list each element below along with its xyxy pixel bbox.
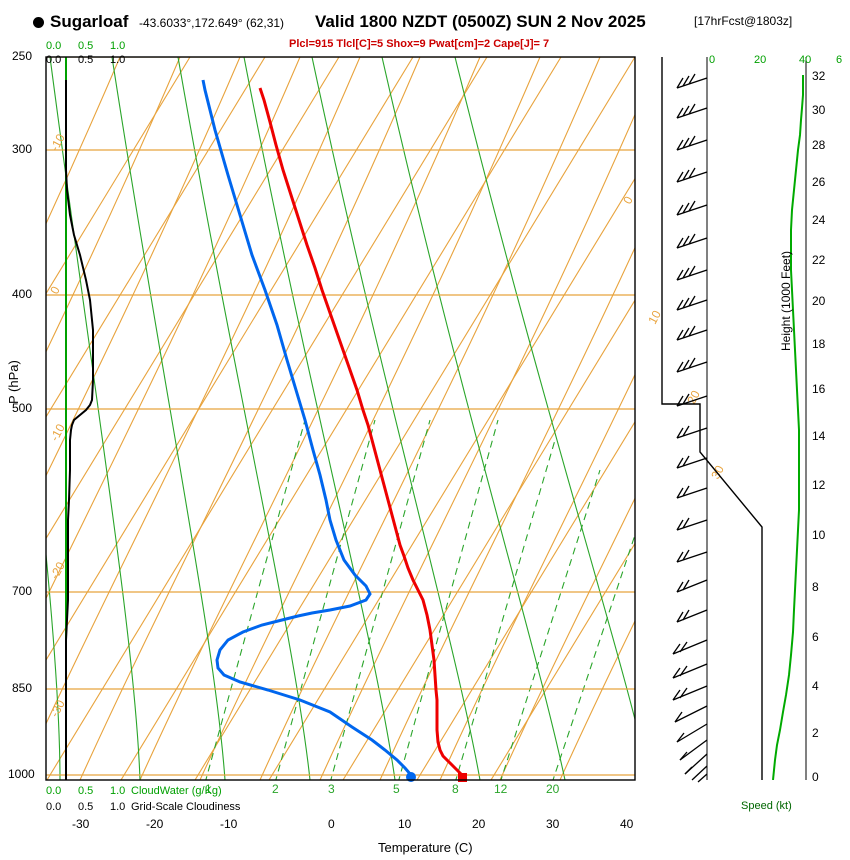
cw-bottom-tick-0: 0.0 [46,785,62,797]
gsc-bottom-tick-0: 0.0 [46,801,62,813]
htick-14: 14 [812,429,826,443]
svg-text:5: 5 [393,782,400,796]
htick-12: 12 [812,478,826,492]
cw-bottom-tick-2: 1.0 [110,785,126,797]
xtick-30: 30 [546,817,560,831]
forecast-hour-text: [17hrFcst@1803z] [694,14,793,28]
htick-8: 8 [812,580,819,594]
cloudiness-profile [65,80,94,780]
htick-4: 4 [812,679,819,693]
htick-0: 0 [812,770,819,784]
ptick-400: 400 [12,287,33,301]
xtick--20: -20 [146,817,164,831]
gsc-bottom-tick-1: 0.5 [78,801,94,813]
svg-text:1: 1 [205,782,212,796]
ptick-700: 700 [12,584,33,598]
wind-speed-profile [772,75,804,780]
ptick-300: 300 [12,142,33,156]
xtick-0: 0 [328,817,335,831]
htick-2: 2 [812,726,819,740]
cw-bottom-tick-1: 0.5 [78,785,94,797]
htick-30: 30 [812,103,826,117]
station-marker-dot [33,17,44,28]
htick-16: 16 [812,382,826,396]
htick-28: 28 [812,138,826,152]
wind-top-tick-20: 20 [754,54,767,66]
svg-text:10: 10 [645,308,664,327]
htick-24: 24 [812,213,826,227]
xtick-20: 20 [472,817,486,831]
ptick-250: 250 [12,49,33,63]
station-name: Sugarloaf [50,12,129,31]
wind-top-tick-40: 40 [799,54,812,66]
htick-22: 22 [812,253,826,267]
speed-legend-label: Speed (kt) [741,800,792,812]
svg-text:8: 8 [452,782,459,796]
mixing-ratio-labels: 1 2 3 5 8 12 20 [205,782,560,796]
wind-top-tick-6: 6 [836,54,843,66]
xtick--10: -10 [220,817,238,831]
htick-26: 26 [812,175,826,189]
htick-10: 10 [812,528,826,542]
wind-top-tick-0: 0 [709,54,716,66]
valid-time-text: Valid 1800 NZDT (0500Z) SUN 2 Nov 2025 [315,12,646,31]
svg-text:2: 2 [272,782,279,796]
gsc-bottom-tick-2: 1.0 [110,801,126,813]
xtick-40: 40 [620,817,634,831]
height-axis-label: Height (1000 Feet) [779,250,793,351]
cw-top-tick-1: 0.5 [78,40,94,52]
dewpoint-trace [201,79,413,776]
gsc-top-tick-2: 1.0 [110,54,126,66]
skewt-background-lines [46,57,635,780]
cloudwater-legend-label: CloudWater (g/Kg) [131,785,222,797]
htick-20: 20 [812,294,826,308]
gridscale-cloudiness-legend-label: Grid-Scale Cloudiness [131,801,241,813]
xtick-10: 10 [398,817,412,831]
svg-text:3: 3 [328,782,335,796]
cw-top-tick-0: 0.0 [46,40,62,52]
station-coordinates: -43.6033°,172.649° (62,31) [139,16,285,30]
htick-32: 32 [812,69,826,83]
pressure-axis-label: P (hPa) [6,360,21,404]
cw-top-tick-2: 1.0 [110,40,126,52]
gsc-top-tick-0: 0.0 [46,54,62,66]
wind-barb-panel [661,57,763,783]
plot-frame [45,56,636,781]
ptick-850: 850 [12,681,33,695]
svg-text:20: 20 [546,782,560,796]
htick-6: 6 [812,630,819,644]
ptick-500: 500 [12,401,33,415]
htick-18: 18 [812,337,826,351]
surface-temperature-marker [458,773,467,782]
xtick--30: -30 [72,817,90,831]
temperature-trace [258,87,464,777]
stability-indices: Plcl=915 Tlcl[C]=5 Shox=9 Pwat[cm]=2 Cap… [289,38,550,50]
gsc-top-tick-1: 0.5 [78,54,94,66]
temperature-axis-label: Temperature (C) [378,840,473,855]
ptick-1000: 1000 [8,767,35,781]
svg-text:12: 12 [494,782,508,796]
